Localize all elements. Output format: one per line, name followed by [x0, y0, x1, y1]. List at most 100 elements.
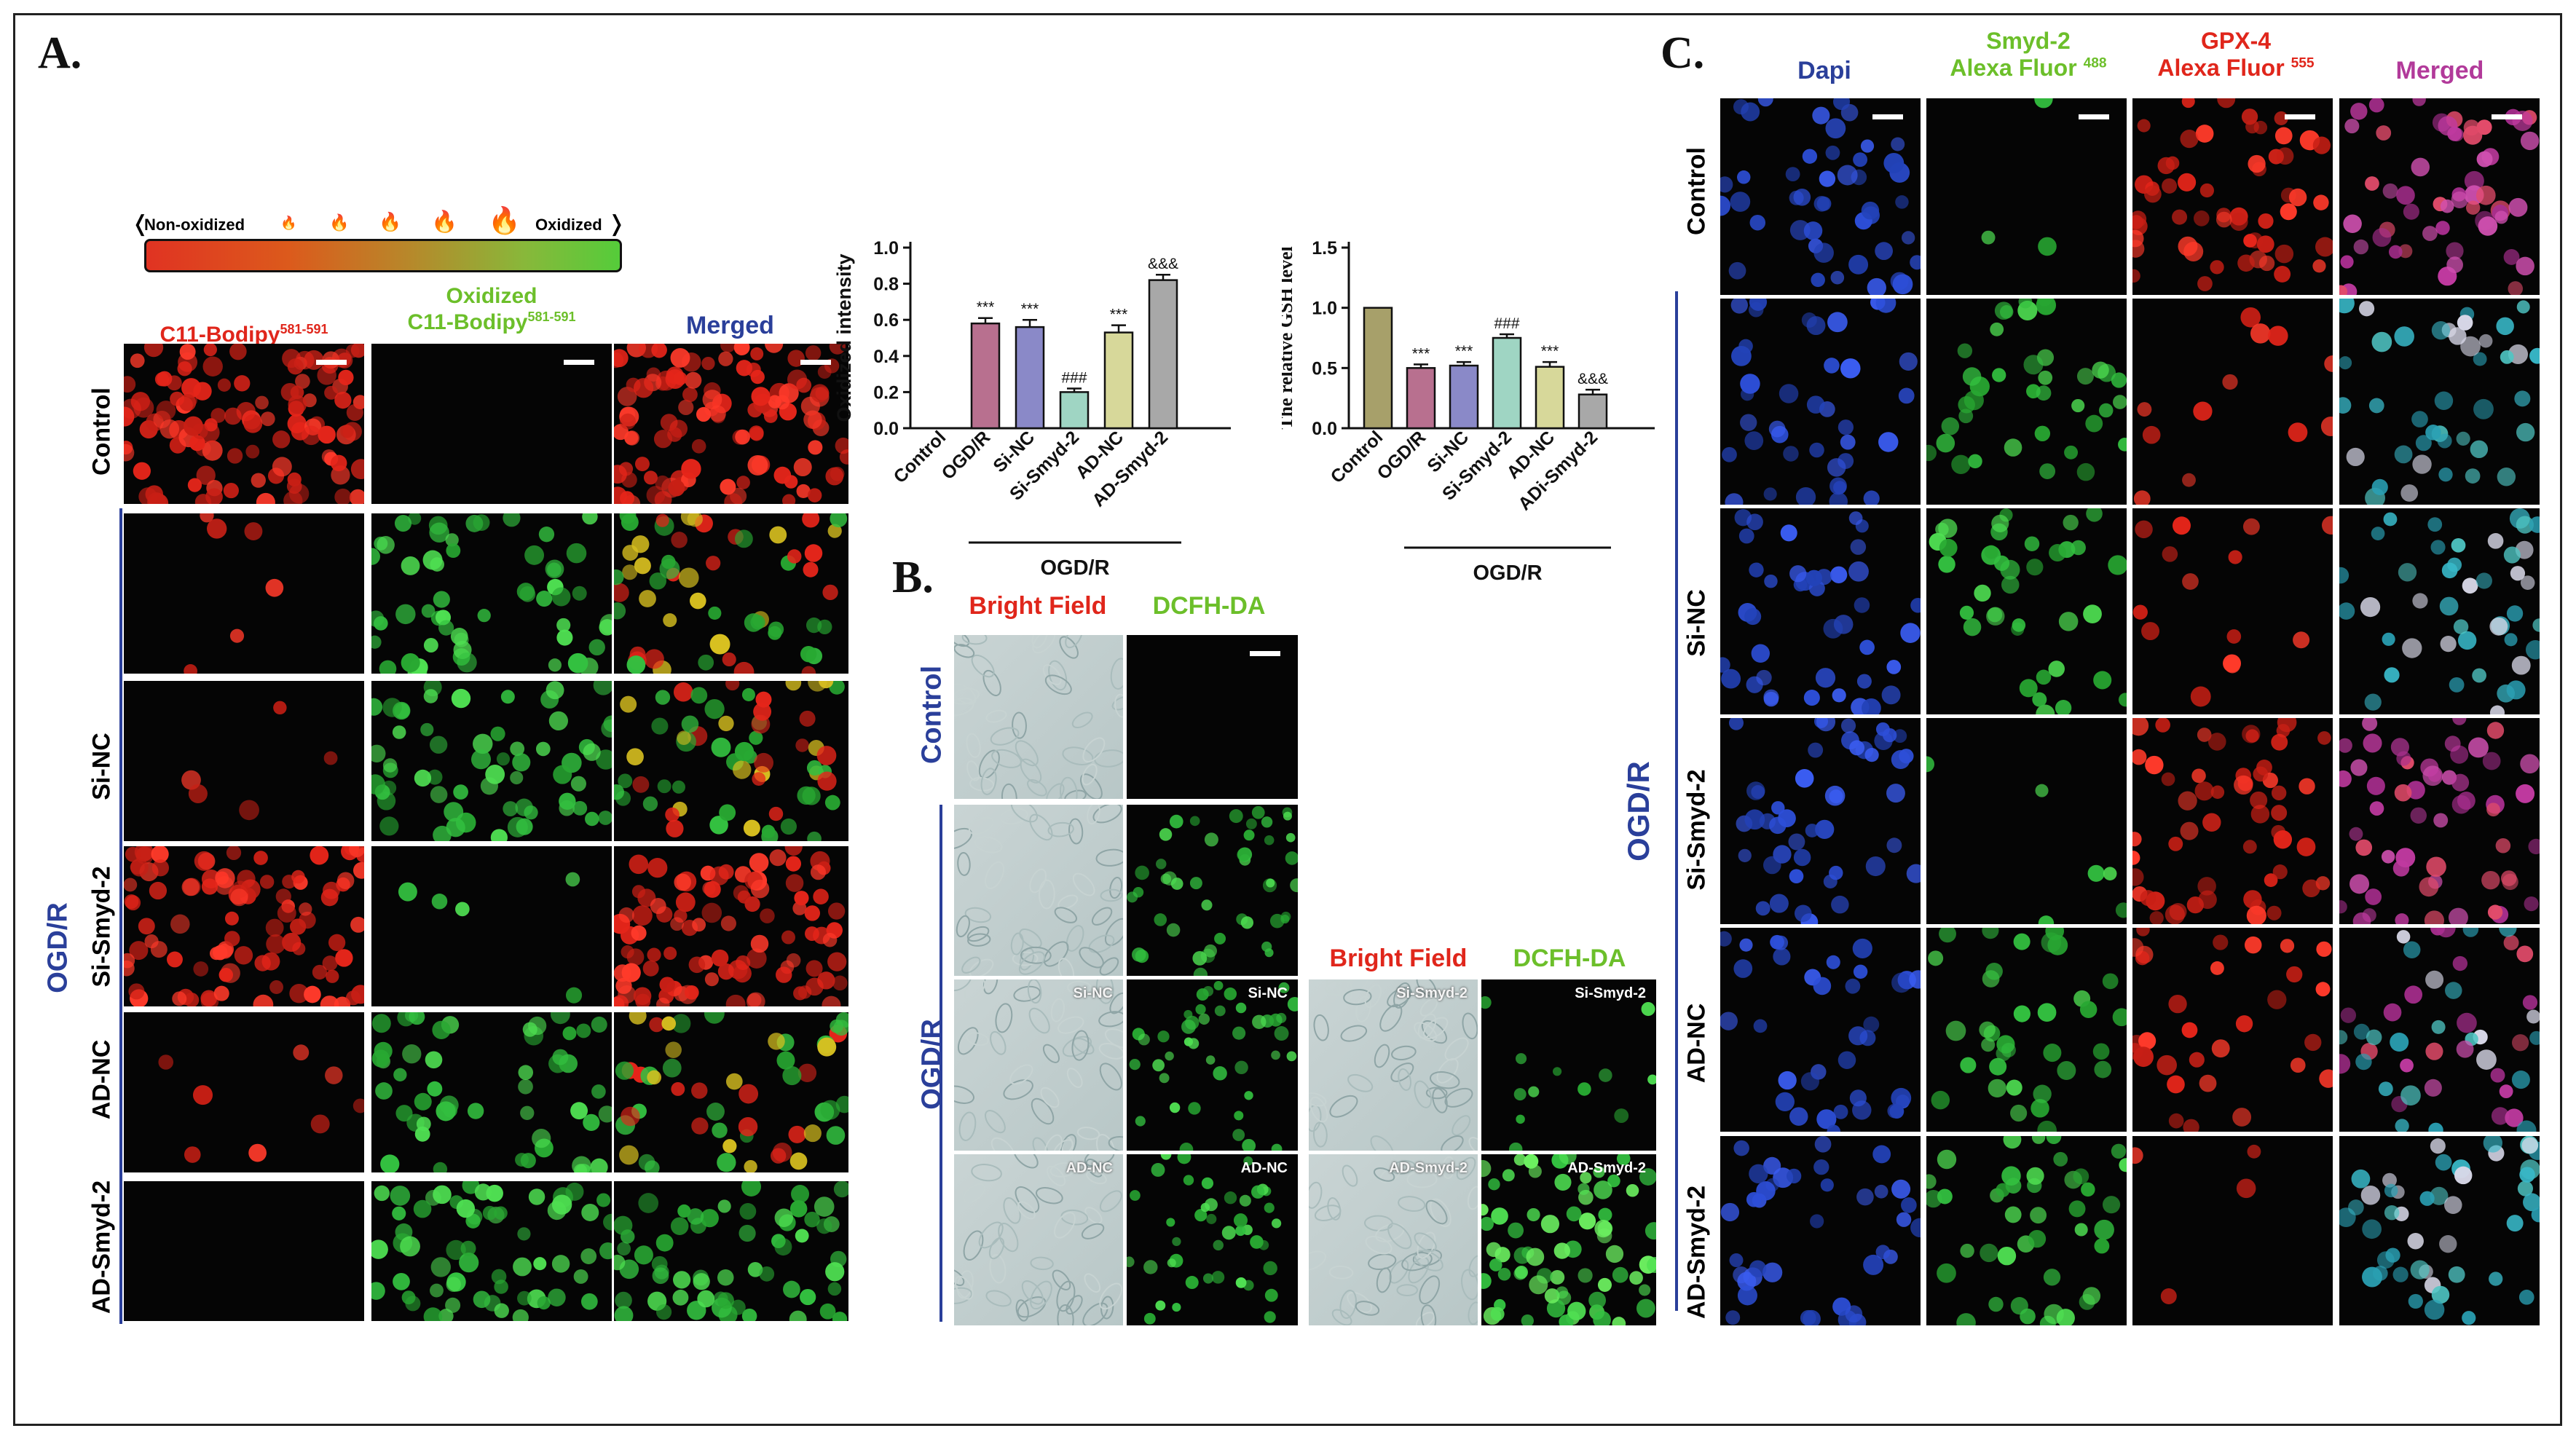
flame-icon: 🔥 [488, 205, 521, 235]
a-row-ad-smyd2: AD-Smyd-2 [87, 1180, 116, 1314]
group-label: OGD/R [1040, 556, 1109, 580]
panel-c-micrograph [2339, 98, 2540, 295]
c-col-gpx4: GPX-4 Alexa Fluor 555 [2157, 28, 2315, 81]
panel-a-micrograph [614, 1012, 848, 1172]
y-tick-label: 0.8 [873, 275, 899, 295]
y-tick-label: 1.5 [1312, 238, 1337, 259]
bar [1577, 393, 1608, 430]
panel-a-micrograph [371, 681, 612, 841]
b-si-nc-bright-field: Si-NC [954, 979, 1123, 1151]
tile-group-label: Si-NC [1073, 985, 1113, 1001]
panel-c-micrograph [2339, 299, 2540, 505]
panel-a-micrograph [614, 344, 848, 504]
tile-group-label: AD-Smyd-2 [1567, 1160, 1646, 1176]
significance-label: ### [1061, 369, 1087, 386]
c-col-smyd2: Smyd-2 Alexa Fluor 488 [1950, 28, 2107, 81]
significance-label: *** [977, 299, 995, 316]
y-tick-label: 0.4 [873, 347, 899, 367]
b-si-smyd2-dcfh: Si-Smyd-2 [1481, 979, 1656, 1151]
significance-label: *** [1412, 345, 1430, 362]
significance-label: &&& [1577, 371, 1608, 387]
c-row-si-smyd2: Si-Smyd-2 [1682, 769, 1711, 891]
b-control-bright-field [954, 635, 1123, 799]
significance-label: *** [1021, 301, 1039, 318]
panel-c-micrograph [1720, 299, 1921, 505]
panel-a-micrograph [371, 1012, 612, 1172]
panel-c-micrograph [1720, 718, 1921, 924]
panel-a-micrograph [614, 681, 848, 841]
flame-icon: 🔥 [280, 216, 297, 230]
panel-c-micrograph [2132, 928, 2333, 1132]
tile-group-label: AD-NC [1240, 1160, 1288, 1176]
c-row-ad-nc: AD-NC [1682, 1003, 1711, 1084]
panel-c-micrograph [2132, 1136, 2333, 1325]
b-ad-nc-bright-field: AD-NC [954, 1154, 1123, 1325]
a-col-header-c11: C11-Bodipy581-591 [159, 322, 328, 347]
flame-icon: 🔥 [379, 212, 402, 232]
panel-c-micrograph [2339, 1136, 2540, 1325]
b-group-label: OGD/R [916, 1019, 948, 1110]
bar [1449, 364, 1479, 430]
b-ad-nc-dcfh: AD-NC [1127, 1154, 1298, 1325]
bar [1535, 366, 1565, 430]
panel-a-micrograph [614, 1181, 848, 1321]
panel-c-micrograph [1720, 1136, 1921, 1325]
b-ad-smyd2-bright-field: AD-Smyd-2 [1309, 1154, 1478, 1325]
c-row-ad-smyd2: AD-Smyd-2 [1682, 1185, 1711, 1320]
tile-group-label: Si-Smyd-2 [1575, 985, 1646, 1001]
a-row-ad-nc: AD-NC [87, 1039, 116, 1120]
b-bright-field-header-2: Bright Field [1329, 945, 1468, 972]
panel-a-micrograph [124, 513, 364, 674]
category-label: OGD/R [1373, 427, 1430, 484]
y-tick-label: 1.0 [873, 238, 899, 259]
c-row-si-nc: Si-NC [1682, 589, 1711, 657]
panel-c-micrograph [2132, 299, 2333, 505]
b-dcfh-header-1: DCFH-DA [1152, 592, 1266, 620]
oxidation-scale: ❬ Non-oxidized 🔥 🔥 🔥 🔥 🔥 Oxidized ❭ [131, 205, 626, 272]
bar [1015, 326, 1045, 430]
b-ad-smyd2-dcfh: AD-Smyd-2 [1481, 1154, 1656, 1325]
b-row-control: Control [916, 665, 948, 765]
b-si-nc-dcfh: Si-NC [1127, 979, 1298, 1151]
panel-a-micrograph [124, 1181, 364, 1321]
c-col-dapi: Dapi [1797, 57, 1851, 84]
significance-label: *** [1110, 307, 1128, 323]
panel-a-letter: A. [38, 28, 82, 78]
bar [1059, 391, 1090, 430]
panel-c-letter: C. [1661, 28, 1705, 78]
panel-c-micrograph [1926, 98, 2127, 295]
bar [1363, 307, 1393, 430]
panel-c-micrograph [2339, 508, 2540, 714]
tile-group-label: Si-NC [1248, 985, 1288, 1001]
significance-label: &&& [1148, 256, 1178, 272]
bar [970, 322, 1001, 430]
panel-a-micrograph [371, 344, 612, 504]
bar [1103, 331, 1134, 430]
group-label: OGD/R [1473, 561, 1542, 585]
significance-label: ### [1494, 315, 1519, 332]
panel-c-micrograph [2132, 718, 2333, 924]
bar [1148, 279, 1178, 430]
non-oxidized-label: Non-oxidized [144, 216, 245, 234]
panel-a-micrograph [124, 344, 364, 504]
panel-a-micrograph [371, 846, 612, 1006]
figure-frame [13, 13, 2562, 1426]
a-col-header-oxidized: Oxidized C11-Bodipy581-591 [407, 284, 576, 334]
panel-a-micrograph [124, 1012, 364, 1172]
oxidized-label: Oxidized [535, 216, 602, 234]
a-group-label: OGD/R [42, 902, 74, 993]
panel-c-micrograph [1926, 718, 2127, 924]
c-group-label: OGD/R [1621, 761, 1655, 862]
panel-a-micrograph [371, 513, 612, 674]
panel-c-micrograph [1926, 928, 2127, 1132]
panel-a-micrograph [614, 846, 848, 1006]
panel-c-micrograph [2339, 928, 2540, 1132]
panel-c-micrograph [1926, 508, 2127, 714]
panel-c-micrograph [1720, 508, 1921, 714]
b-si-smyd2-bright-field: Si-Smyd-2 [1309, 979, 1478, 1151]
panel-c-micrograph [2132, 508, 2333, 714]
panel-a-micrograph [124, 681, 364, 841]
significance-label: *** [1455, 343, 1473, 360]
panel-c-micrograph [2132, 98, 2333, 295]
